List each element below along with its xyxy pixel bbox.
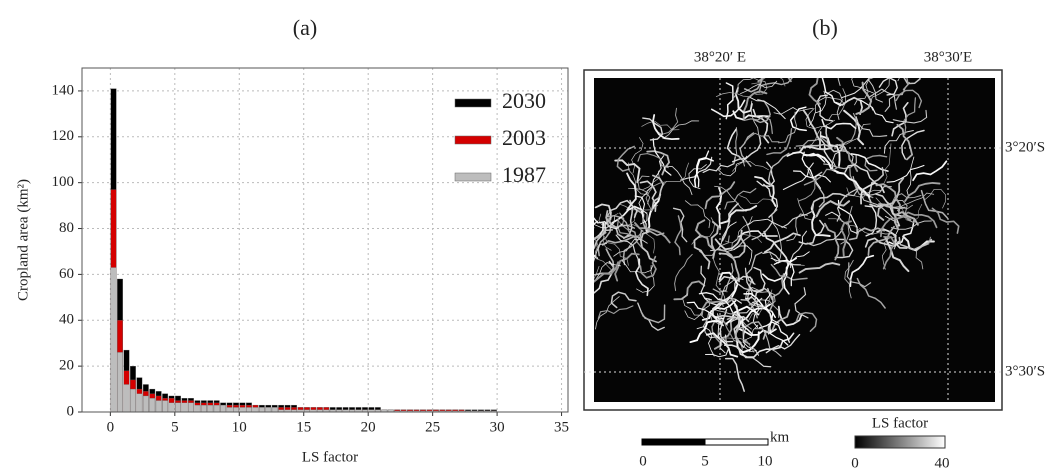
bar — [175, 403, 180, 412]
colorbar — [855, 436, 945, 448]
bar — [214, 405, 219, 412]
lon-label: 38°30′E — [924, 49, 972, 65]
bar — [111, 268, 116, 412]
bar — [137, 394, 142, 412]
x-tick-label: 25 — [425, 419, 440, 435]
x-tick-label: 0 — [107, 419, 115, 435]
bar — [182, 403, 187, 412]
bar — [220, 405, 225, 412]
bar — [240, 407, 245, 412]
panel-label: (b) — [812, 15, 838, 40]
bar — [150, 398, 155, 412]
y-tick-label: 20 — [59, 358, 74, 374]
legend-label: 2030 — [502, 88, 546, 113]
scale-label: 5 — [701, 453, 709, 469]
colorbar-label: 0 — [851, 455, 859, 471]
y-tick-label: 0 — [67, 403, 75, 419]
y-tick-label: 60 — [59, 266, 74, 282]
scale-bar — [642, 439, 705, 445]
bar — [169, 403, 174, 412]
bar — [162, 401, 167, 412]
y-axis-label: Cropland area (km²) — [15, 179, 31, 301]
legend-label: 1987 — [502, 162, 546, 187]
plot-area — [82, 68, 568, 412]
y-tick-label: 80 — [59, 220, 74, 236]
legend-swatch — [455, 136, 491, 144]
bar — [227, 407, 232, 412]
bar — [117, 352, 122, 412]
legend-swatch — [455, 173, 491, 181]
bar — [201, 405, 206, 412]
bar — [156, 401, 161, 412]
bar — [124, 384, 129, 412]
bar — [246, 407, 251, 412]
legend-swatch — [455, 99, 491, 107]
bar — [253, 407, 258, 412]
bar — [259, 407, 264, 412]
x-tick-label: 30 — [490, 419, 505, 435]
scale-bar — [705, 439, 768, 445]
scale-unit: km — [770, 429, 790, 445]
plot: 0 5 10 15 20 25 30 35 0 20 40 60 80 100 120 140 2030 2003… — [52, 68, 570, 435]
x-axis-label: LS factor — [302, 449, 358, 465]
lat-label: 3°30′S — [1005, 363, 1045, 379]
bar — [266, 407, 271, 412]
x-tick-label: 5 — [171, 419, 179, 435]
x-tick-label: 15 — [296, 419, 311, 435]
y-tick-label: 100 — [52, 174, 75, 190]
figure: (a) LS factor Cropland area (km²) (b) 38… — [0, 0, 1061, 473]
lat-label: 3°20′S — [1005, 139, 1045, 155]
colorbar-title: LS factor — [872, 415, 928, 431]
x-tick-label: 35 — [554, 419, 569, 435]
y-tick-label: 40 — [59, 312, 74, 328]
bar — [272, 407, 277, 412]
page: {"chart_data": {"type": "histogram", "ti… — [0, 0, 1061, 473]
scale-label: 0 — [639, 453, 647, 469]
bar — [130, 389, 135, 412]
y-tick-label: 140 — [52, 82, 75, 98]
bar — [195, 405, 200, 412]
scale-label: 10 — [758, 453, 773, 469]
bar — [143, 396, 148, 412]
x-tick-label: 10 — [232, 419, 247, 435]
bar — [208, 405, 213, 412]
panel-label: (a) — [293, 15, 317, 40]
colorbar-label: 40 — [935, 455, 950, 471]
bar — [188, 403, 193, 412]
legend-label: 2003 — [502, 125, 546, 150]
y-tick-label: 120 — [52, 128, 75, 144]
x-tick-label: 20 — [361, 419, 376, 435]
lon-label: 38°20′ E — [694, 49, 746, 65]
bar — [233, 407, 238, 412]
